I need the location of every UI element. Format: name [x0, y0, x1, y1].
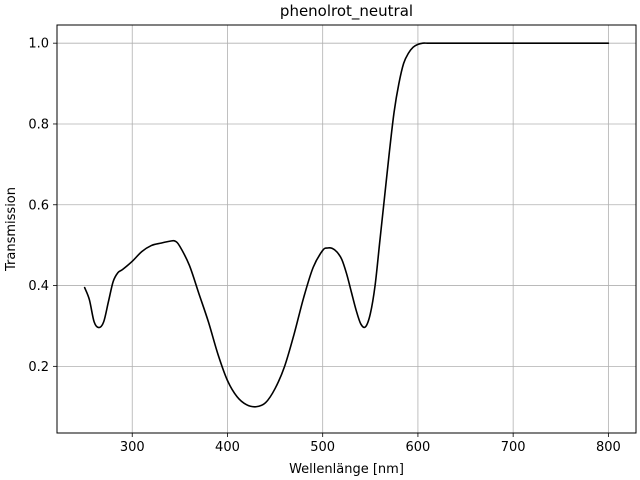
x-tick-label: 400 — [215, 440, 240, 455]
x-tick-label: 300 — [120, 440, 145, 455]
x-axis-label: Wellenlänge [nm] — [289, 462, 404, 477]
x-tick-label: 700 — [501, 440, 526, 455]
y-tick-label: 0.4 — [28, 279, 49, 294]
y-tick-label: 0.6 — [28, 198, 49, 213]
ticks: 300 400 500 600 700 800 0.2 0.4 0.6 0.8 1.0 — [28, 37, 620, 455]
x-tick-label: 600 — [406, 440, 431, 455]
x-tick-label: 800 — [596, 440, 621, 455]
y-tick-label: 0.8 — [28, 117, 49, 132]
y-tick-label: 1.0 — [28, 37, 49, 52]
x-tick-label: 500 — [310, 440, 335, 455]
series-line-0 — [83, 42, 610, 408]
grid — [57, 25, 636, 433]
plot-lines — [83, 42, 610, 408]
chart-title: phenolrot_neutral — [280, 2, 413, 21]
plot-frame — [56, 24, 637, 434]
y-axis-label: Transmission — [4, 187, 19, 272]
y-tick-label: 0.2 — [28, 360, 49, 375]
